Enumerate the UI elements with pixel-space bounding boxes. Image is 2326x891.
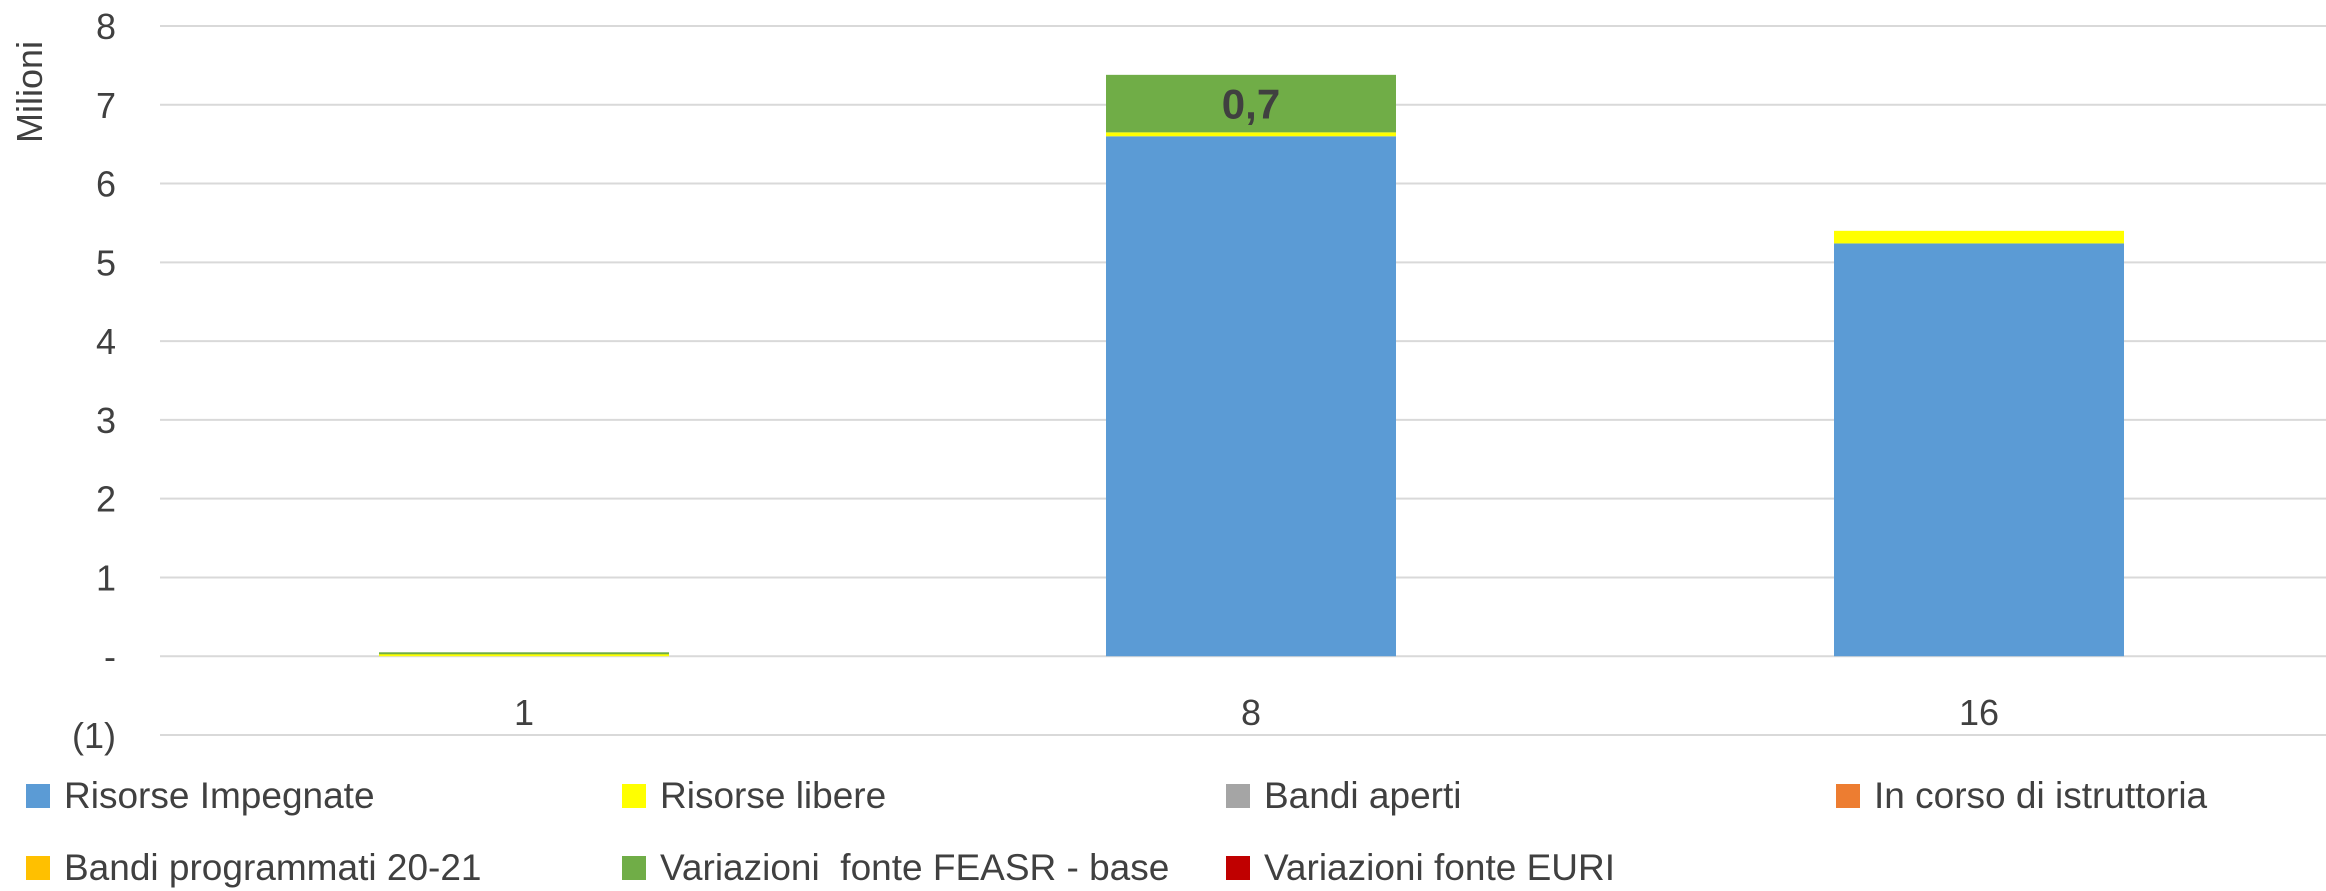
bar-segment	[379, 652, 669, 655]
y-tick-label: 3	[96, 400, 116, 441]
y-tick-label: 4	[96, 321, 116, 362]
x-tick-label: 8	[1241, 692, 1261, 733]
annotations: 0,7	[1222, 81, 1280, 128]
bars	[379, 74, 2124, 657]
y-tick-label: 2	[96, 479, 116, 520]
y-tick-label: 7	[96, 85, 116, 126]
x-tick-label: 1	[514, 692, 534, 733]
y-tick-label: 1	[96, 557, 116, 598]
y-tick-label: 6	[96, 164, 116, 205]
bar-segment	[1106, 132, 1396, 137]
y-tick-label: -	[104, 636, 116, 677]
bar-segment	[1834, 230, 2124, 244]
x-axis-ticks: 1 8 16	[514, 692, 1999, 733]
y-axis-ticks: 8 7 6 5 4 3 2 1 - (1)	[72, 6, 116, 756]
bar-segment	[379, 653, 669, 657]
y-tick-label: (1)	[72, 715, 116, 756]
bar-segment	[1106, 136, 1396, 657]
data-label: 0,7	[1222, 81, 1280, 128]
x-tick-label: 16	[1959, 692, 1999, 733]
y-axis-label: Milioni	[9, 41, 50, 143]
bar-segment	[1834, 243, 2124, 657]
bar-segment	[1106, 74, 1396, 133]
y-tick-label: 8	[96, 6, 116, 47]
y-tick-label: 5	[96, 242, 116, 283]
